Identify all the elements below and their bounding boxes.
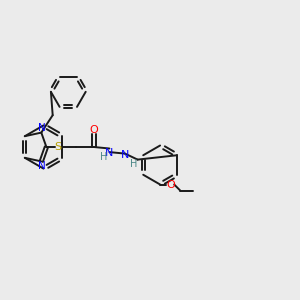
Text: N: N <box>121 150 129 160</box>
Text: N: N <box>38 160 46 171</box>
Text: N: N <box>38 123 46 134</box>
Text: H: H <box>100 152 108 163</box>
Text: H: H <box>130 159 138 169</box>
Text: N: N <box>105 148 114 158</box>
Text: O: O <box>89 125 98 135</box>
Text: S: S <box>55 142 62 152</box>
Text: O: O <box>166 179 175 190</box>
